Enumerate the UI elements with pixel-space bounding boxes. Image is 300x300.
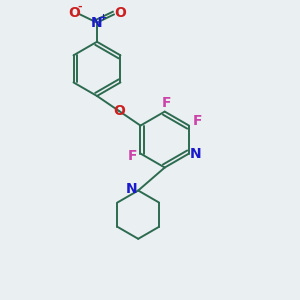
- Text: +: +: [99, 13, 106, 22]
- Text: -: -: [77, 2, 82, 12]
- Text: F: F: [128, 149, 137, 164]
- Text: F: F: [161, 96, 171, 110]
- Text: O: O: [113, 104, 125, 118]
- Text: N: N: [126, 182, 138, 196]
- Text: O: O: [114, 6, 126, 20]
- Text: F: F: [193, 114, 202, 128]
- Text: N: N: [190, 147, 201, 160]
- Text: N: N: [91, 16, 103, 30]
- Text: O: O: [68, 6, 80, 20]
